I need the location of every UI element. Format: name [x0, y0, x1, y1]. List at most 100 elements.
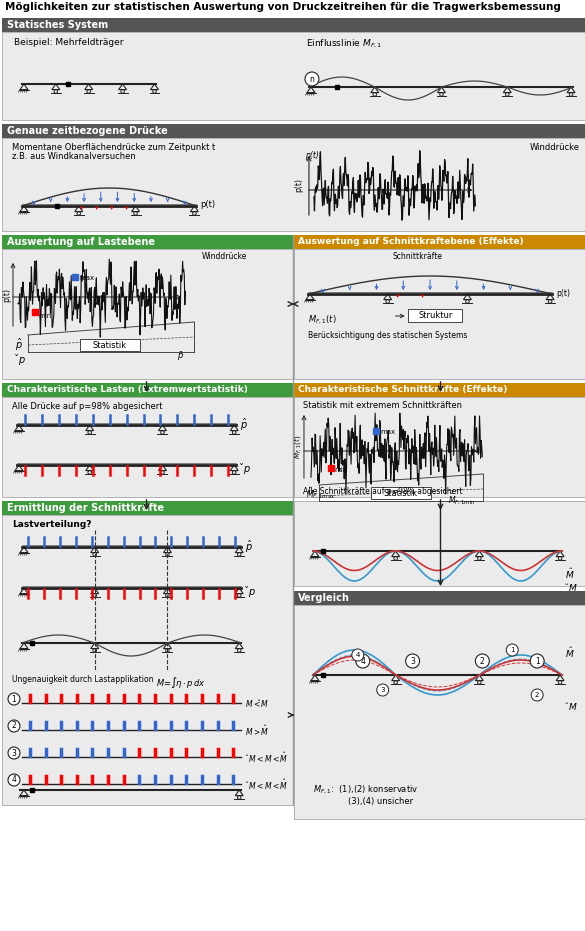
Text: Charakteristische Schnittkräfte (Effekte): Charakteristische Schnittkräfte (Effekte… [298, 385, 507, 394]
Text: $\hat{M}_{F,1\mathrm{max}}$: $\hat{M}_{F,1\mathrm{max}}$ [306, 485, 335, 501]
Text: 1: 1 [12, 695, 16, 704]
Bar [2, 249, 293, 379]
Text: 2: 2 [12, 722, 16, 731]
Text: Lastverteilung?: Lastverteilung? [12, 520, 91, 529]
Circle shape [8, 747, 20, 759]
Text: Winddrücke: Winddrücke [201, 252, 247, 261]
Text: Winddrücke: Winddrücke [530, 143, 580, 152]
Text: $M > \hat{M}$: $M > \hat{M}$ [245, 724, 270, 738]
Bar [2, 18, 585, 32]
Text: 1: 1 [510, 647, 514, 653]
Text: Berücksichtigung des statischen Systems: Berücksichtigung des statischen Systems [308, 331, 467, 340]
Text: p(t): p(t) [2, 288, 11, 302]
Text: Statisches System: Statisches System [7, 20, 108, 30]
Text: max: max [381, 429, 396, 435]
Circle shape [352, 649, 364, 661]
Circle shape [531, 689, 543, 701]
Bar [294, 397, 585, 497]
Text: 4: 4 [12, 776, 16, 785]
Text: min: min [38, 313, 51, 319]
Text: $M_{F,1}(t)$: $M_{F,1}(t)$ [308, 314, 336, 326]
Text: 3: 3 [380, 687, 385, 693]
Bar [2, 138, 585, 231]
Circle shape [8, 774, 20, 786]
Bar [2, 501, 293, 515]
Text: Schnittkräfte: Schnittkräfte [393, 252, 443, 261]
Text: Struktur: Struktur [418, 311, 453, 320]
Text: Einflusslinie $M_{F,1}$: Einflusslinie $M_{F,1}$ [306, 38, 383, 50]
Text: n: n [309, 74, 314, 84]
Bar [2, 32, 585, 120]
Text: p(t): p(t) [556, 289, 570, 298]
Text: Vergleich: Vergleich [298, 593, 350, 603]
Text: p(t): p(t) [294, 178, 303, 192]
Bar [294, 591, 585, 605]
Text: z.B. aus Windkanalversuchen: z.B. aus Windkanalversuchen [12, 152, 136, 161]
Text: Möglichkeiten zur statistischen Auswertung von Druckzeitreihen für die Tragwerks: Möglichkeiten zur statistischen Auswertu… [5, 2, 561, 12]
FancyBboxPatch shape [80, 339, 140, 351]
Text: Charakteristische Lasten (Extremwertstatistik): Charakteristische Lasten (Extremwertstat… [7, 385, 248, 394]
Text: (3),(4) unsicher: (3),(4) unsicher [348, 797, 413, 806]
Text: $\hat{p}$: $\hat{p}$ [245, 539, 253, 555]
Circle shape [530, 654, 544, 668]
Text: 4: 4 [360, 656, 365, 666]
Text: $\hat{M}$: $\hat{M}$ [565, 566, 574, 581]
Text: $M < \check{M}$: $M < \check{M}$ [245, 697, 270, 709]
Text: Beispiel: Mehrfeldträger: Beispiel: Mehrfeldträger [14, 38, 123, 47]
Text: $\check{M} < M < \hat{M}$: $\check{M} < M < \hat{M}$ [245, 778, 288, 792]
Text: Statistik mit extremem Schnittkräften: Statistik mit extremem Schnittkräften [303, 401, 462, 410]
Bar [2, 515, 293, 805]
Text: $\check{M} < M < \hat{M}$: $\check{M} < M < \hat{M}$ [245, 751, 288, 765]
Text: Momentane Oberflächendrücke zum Zeitpunkt t: Momentane Oberflächendrücke zum Zeitpunk… [12, 143, 215, 152]
Text: Ungenauigkeit durch Lastapplikation: Ungenauigkeit durch Lastapplikation [12, 675, 153, 684]
Text: 3: 3 [12, 749, 16, 758]
Text: $\check{p}$: $\check{p}$ [245, 584, 257, 599]
Circle shape [8, 720, 20, 732]
Text: $M_{F,1}$:  (1),(2) konservativ: $M_{F,1}$: (1),(2) konservativ [313, 784, 418, 796]
Text: $\hat{M}$: $\hat{M}$ [565, 645, 574, 660]
Text: $\check{M}$: $\check{M}$ [565, 581, 578, 593]
Circle shape [405, 654, 419, 668]
Text: max: max [80, 275, 95, 281]
Text: $\check{p}$: $\check{p}$ [240, 461, 252, 476]
Text: Statistik: Statistik [92, 341, 127, 350]
Text: Alle Schnittkräfte auf p=98% abgesichert: Alle Schnittkräfte auf p=98% abgesichert [303, 487, 463, 496]
Text: $\check{p}$: $\check{p}$ [15, 352, 27, 367]
Circle shape [305, 72, 319, 86]
Text: $\hat{p}$: $\hat{p}$ [240, 417, 248, 433]
Circle shape [506, 644, 518, 656]
Text: Ermittlung der Schnittkräfte: Ermittlung der Schnittkräfte [7, 503, 164, 513]
Text: $\check{M}$: $\check{M}$ [565, 700, 578, 712]
Text: min: min [335, 467, 348, 473]
Text: Statistik: Statistik [384, 489, 418, 498]
Bar [2, 383, 293, 397]
Bar [294, 501, 585, 586]
Bar [294, 605, 585, 819]
Bar [2, 124, 585, 138]
Text: 3: 3 [410, 656, 415, 666]
FancyBboxPatch shape [371, 487, 431, 499]
Bar [294, 249, 585, 379]
Circle shape [476, 654, 489, 668]
Circle shape [356, 654, 370, 668]
Text: $M\!=\!\int\!\eta\cdot p\,dx$: $M\!=\!\int\!\eta\cdot p\,dx$ [157, 675, 207, 690]
FancyBboxPatch shape [408, 309, 462, 322]
Text: p(t): p(t) [305, 151, 319, 160]
Bar [2, 397, 293, 497]
Text: $M_{F,1}(t)$: $M_{F,1}(t)$ [292, 435, 303, 459]
Text: 4: 4 [356, 652, 360, 658]
Circle shape [377, 684, 388, 696]
Text: Auswertung auf Schnittkraftebene (Effekte): Auswertung auf Schnittkraftebene (Effekt… [298, 237, 524, 246]
Text: Auswertung auf Lastebene: Auswertung auf Lastebene [7, 237, 155, 247]
Bar [294, 383, 585, 397]
Text: p(t): p(t) [200, 200, 215, 209]
Bar [294, 235, 585, 249]
Text: $\hat{p}$: $\hat{p}$ [15, 337, 23, 353]
Bar [2, 0, 585, 18]
Text: 2: 2 [535, 692, 539, 698]
Text: $\hat{M}_{F,1\mathrm{min}}$: $\hat{M}_{F,1\mathrm{min}}$ [449, 491, 476, 506]
Circle shape [8, 693, 20, 705]
Text: $\bar{p}$: $\bar{p}$ [177, 350, 184, 363]
Text: Genaue zeitbezogene Drücke: Genaue zeitbezogene Drücke [7, 126, 168, 136]
Text: 2: 2 [480, 656, 485, 666]
